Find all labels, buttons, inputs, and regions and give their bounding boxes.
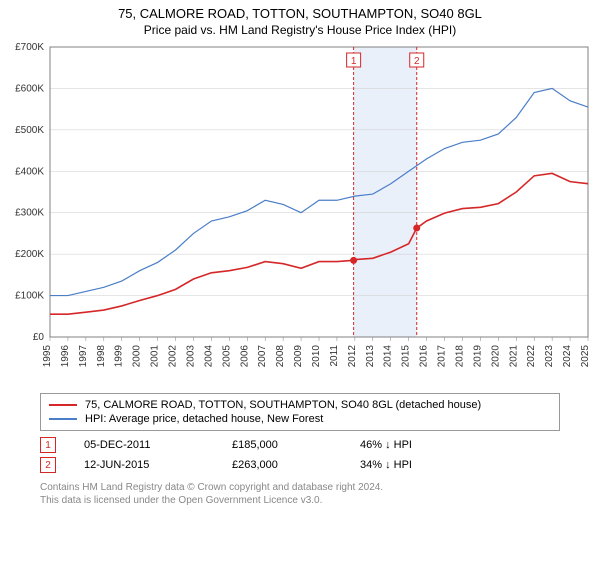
svg-text:2002: 2002	[168, 345, 179, 368]
svg-text:2009: 2009	[293, 345, 304, 368]
svg-text:2015: 2015	[401, 345, 412, 368]
svg-text:2018: 2018	[454, 345, 465, 368]
svg-text:2021: 2021	[508, 345, 519, 368]
svg-text:£600K: £600K	[15, 83, 44, 94]
svg-text:2011: 2011	[329, 345, 340, 367]
svg-text:1997: 1997	[78, 345, 89, 368]
svg-text:2020: 2020	[490, 345, 501, 368]
chart-title-line2: Price paid vs. HM Land Registry's House …	[0, 23, 600, 37]
svg-text:2017: 2017	[437, 345, 448, 368]
svg-text:£0: £0	[33, 332, 45, 343]
svg-text:2025: 2025	[580, 345, 591, 368]
footer: Contains HM Land Registry data © Crown c…	[40, 481, 560, 507]
legend-item: 75, CALMORE ROAD, TOTTON, SOUTHAMPTON, S…	[49, 398, 551, 412]
legend-swatch	[49, 418, 77, 420]
svg-text:1: 1	[351, 56, 357, 67]
svg-text:1996: 1996	[60, 345, 71, 368]
legend: 75, CALMORE ROAD, TOTTON, SOUTHAMPTON, S…	[40, 393, 560, 431]
svg-text:£700K: £700K	[15, 42, 44, 53]
sale-price: £263,000	[232, 459, 332, 471]
sale-delta: 34% ↓ HPI	[360, 459, 480, 471]
svg-text:£200K: £200K	[15, 249, 44, 260]
sales-row: 2 12-JUN-2015 £263,000 34% ↓ HPI	[40, 455, 560, 475]
svg-text:2022: 2022	[526, 345, 537, 368]
sale-marker-icon: 1	[40, 437, 56, 453]
svg-text:2003: 2003	[185, 345, 196, 368]
svg-text:2023: 2023	[544, 345, 555, 368]
footer-line: Contains HM Land Registry data © Crown c…	[40, 481, 560, 494]
sale-marker-icon: 2	[40, 457, 56, 473]
svg-text:2005: 2005	[221, 345, 232, 368]
svg-text:2012: 2012	[347, 345, 358, 368]
svg-text:£400K: £400K	[15, 166, 44, 177]
svg-text:2010: 2010	[311, 345, 322, 368]
footer-line: This data is licensed under the Open Gov…	[40, 494, 560, 507]
svg-text:2006: 2006	[239, 345, 250, 368]
svg-text:2013: 2013	[365, 345, 376, 368]
svg-text:£100K: £100K	[15, 291, 44, 302]
svg-text:2001: 2001	[150, 345, 161, 368]
svg-text:2007: 2007	[257, 345, 268, 368]
chart-svg: £0 £100K £200K £300K £400K £500K £600K £700K 199…	[0, 37, 600, 387]
legend-label: 75, CALMORE ROAD, TOTTON, SOUTHAMPTON, S…	[85, 399, 481, 411]
svg-text:2: 2	[414, 56, 420, 67]
chart-area: £0 £100K £200K £300K £400K £500K £600K £700K 199…	[0, 37, 600, 387]
svg-text:2000: 2000	[132, 345, 143, 368]
svg-text:1995: 1995	[42, 345, 53, 368]
svg-text:2004: 2004	[203, 345, 214, 368]
sale-date: 12-JUN-2015	[84, 459, 204, 471]
sale-delta: 46% ↓ HPI	[360, 439, 480, 451]
svg-text:2016: 2016	[419, 345, 430, 368]
legend-label: HPI: Average price, detached house, New …	[85, 413, 323, 425]
svg-text:1998: 1998	[96, 345, 107, 368]
svg-text:2019: 2019	[472, 345, 483, 368]
sales-row: 1 05-DEC-2011 £185,000 46% ↓ HPI	[40, 435, 560, 455]
legend-item: HPI: Average price, detached house, New …	[49, 412, 551, 426]
svg-text:2008: 2008	[275, 345, 286, 368]
svg-text:£500K: £500K	[15, 125, 44, 136]
sale-date: 05-DEC-2011	[84, 439, 204, 451]
svg-text:1999: 1999	[114, 345, 125, 368]
sales-table: 1 05-DEC-2011 £185,000 46% ↓ HPI 2 12-JU…	[40, 435, 560, 475]
sale-price: £185,000	[232, 439, 332, 451]
svg-text:2024: 2024	[562, 345, 573, 368]
legend-swatch	[49, 404, 77, 406]
chart-title-line1: 75, CALMORE ROAD, TOTTON, SOUTHAMPTON, S…	[0, 6, 600, 21]
svg-text:£300K: £300K	[15, 208, 44, 219]
svg-text:2014: 2014	[383, 345, 394, 368]
